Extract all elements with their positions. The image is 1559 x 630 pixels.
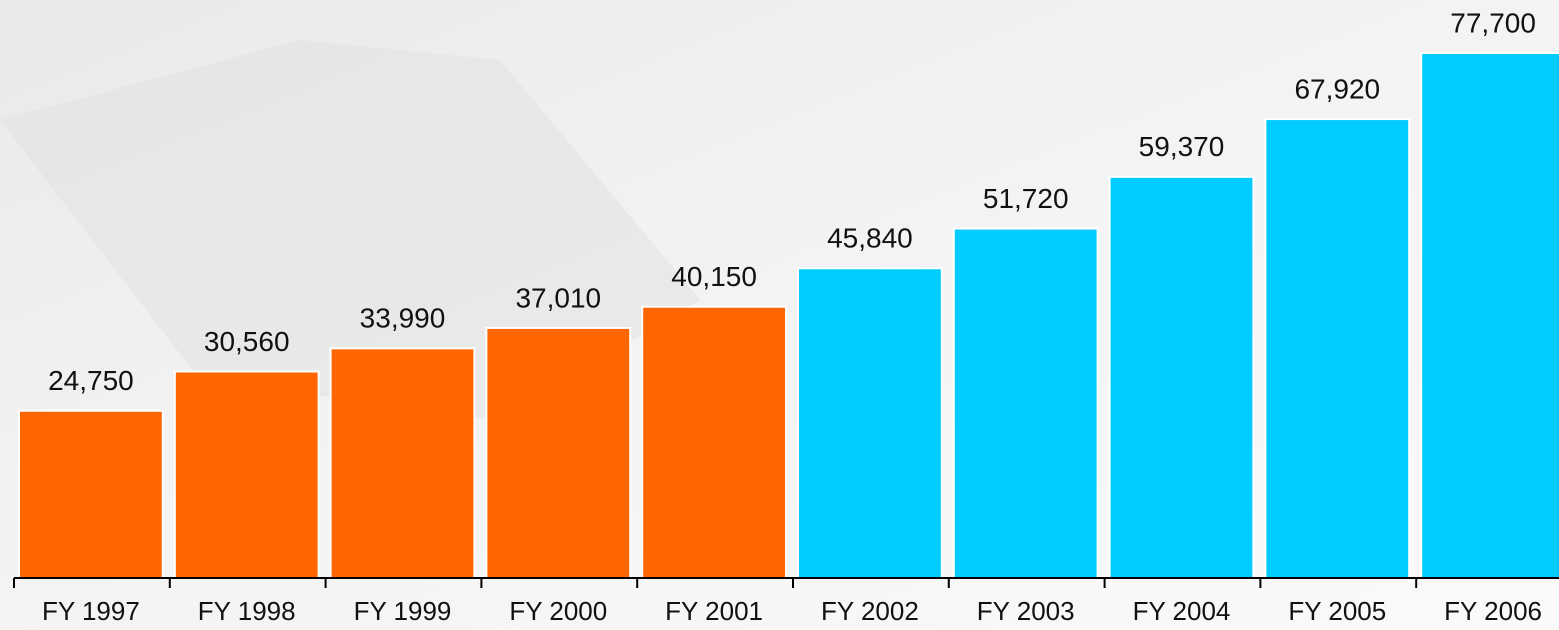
data-label: 24,750 (48, 365, 134, 396)
x-tick-label: FY 2002 (821, 596, 919, 626)
bar (952, 227, 1099, 580)
x-tick-label: FY 1998 (198, 596, 296, 626)
data-label: 33,990 (360, 303, 446, 334)
data-label: 45,840 (827, 223, 913, 254)
x-tick-label: FY 1999 (354, 596, 452, 626)
bar (1108, 175, 1255, 579)
x-tick-label: FY 2006 (1444, 596, 1542, 626)
bar (173, 370, 320, 579)
data-label: 37,010 (515, 282, 601, 313)
x-tick-label: FY 2005 (1288, 596, 1386, 626)
data-label: 30,560 (204, 326, 290, 357)
data-label: 67,920 (1294, 73, 1380, 104)
bar (1264, 118, 1411, 579)
bar (797, 267, 943, 579)
background-texture (0, 40, 700, 420)
bar (1420, 52, 1559, 579)
x-tick-label: FY 2004 (1133, 596, 1231, 626)
x-tick-label: FY 2000 (509, 596, 607, 626)
bar (18, 409, 164, 579)
data-label: 51,720 (983, 183, 1069, 214)
x-tick-label: FY 2001 (665, 596, 763, 626)
data-label: 77,700 (1450, 7, 1536, 38)
x-tick-label: FY 1997 (42, 596, 140, 626)
data-label: 59,370 (1139, 131, 1225, 162)
bar (485, 326, 632, 579)
bar (329, 347, 476, 579)
bar (641, 305, 788, 579)
data-label: 40,150 (671, 261, 757, 292)
x-tick-label: FY 2003 (977, 596, 1075, 626)
